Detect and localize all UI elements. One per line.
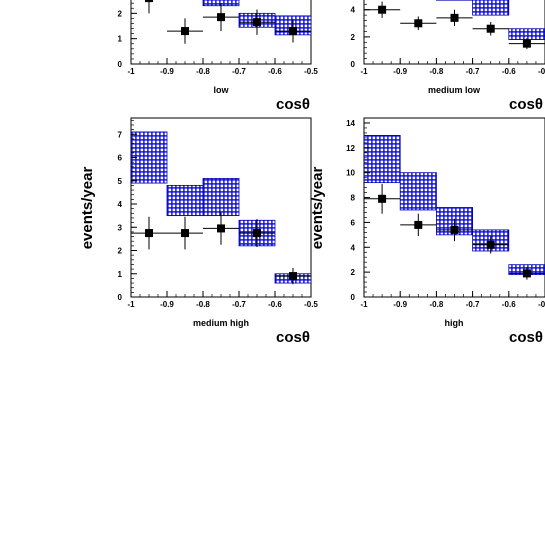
y-tick-label: 3 [118, 223, 123, 232]
y-tick-label: 0 [351, 60, 356, 69]
x-tick-label: -0.7 [466, 300, 480, 309]
x-tick-label: -1 [127, 300, 135, 309]
x-tick-label: -0.8 [430, 300, 444, 309]
panel-0: -1 -0.9 -0.8 -0.7 -0.6 -0.5 0 1 2 low cosθ [118, 0, 318, 113]
y-tick-label: 10 [346, 169, 355, 178]
x-tick-label: -0.5 [304, 300, 318, 309]
y-tick-label: 6 [118, 154, 123, 163]
y-tick-label: 8 [351, 194, 356, 203]
y-tick-label: 4 [351, 6, 356, 15]
prediction-band-4 [508, 28, 545, 40]
data-point-3 [486, 240, 495, 249]
prediction-band-1 [399, 172, 437, 211]
x-tick-label: -0.6 [268, 67, 282, 76]
x-tick-label: -0.7 [466, 67, 480, 76]
x-tick-label: -0.7 [232, 300, 246, 309]
data-point-2 [217, 13, 225, 22]
x-axis-label: cosθ [276, 329, 310, 346]
data-point-0 [145, 229, 153, 238]
y-tick-label: 2 [118, 9, 123, 18]
data-point-2 [450, 13, 459, 22]
prediction-band-2 [202, 178, 240, 217]
panel-subtitle: medium low [428, 85, 481, 95]
data-point-1 [181, 229, 189, 238]
y-axis-label: events/year [79, 167, 96, 250]
y-tick-label: 5 [118, 177, 123, 186]
x-axis-label: cosθ [276, 96, 310, 113]
panel-subtitle: medium high [193, 318, 249, 328]
panel-2: -1 -0.9 -0.8 -0.7 -0.6 -0.5 0 1 2 3 4 5 6 7 medium hig… [79, 117, 318, 346]
x-axis-label: cosθ [509, 96, 543, 113]
data-point-4 [522, 269, 531, 278]
x-tick-label: -0.5 [538, 300, 545, 309]
x-axis-label: cosθ [509, 329, 543, 346]
x-tick-label: -0.6 [502, 300, 516, 309]
data-point-3 [253, 229, 261, 238]
data-point-1 [414, 220, 423, 229]
x-tick-label: -0.9 [393, 300, 407, 309]
data-point-2 [450, 225, 459, 234]
prediction-band-3 [472, 0, 510, 16]
panel-subtitle: low [214, 85, 230, 95]
panel-3: -1 -0.9 -0.8 -0.7 -0.6 -0.5 0 2 4 6 8 10 12 14 high cos… [309, 117, 545, 346]
data-point-4 [289, 272, 297, 281]
x-tick-label: -0.5 [538, 67, 545, 76]
data-point-1 [181, 27, 189, 36]
data-point-2 [217, 224, 225, 233]
data-point-0 [378, 194, 387, 203]
panel-subtitle: high [445, 318, 464, 328]
y-tick-label: 2 [351, 33, 356, 42]
prediction-band-1 [166, 185, 204, 217]
y-tick-label: 2 [351, 268, 356, 277]
x-tick-label: -0.8 [430, 67, 444, 76]
y-tick-label: 0 [118, 293, 123, 302]
x-tick-label: -0.9 [393, 67, 407, 76]
data-point-3 [253, 18, 261, 27]
data-point-4 [522, 39, 531, 48]
y-tick-label: 6 [351, 218, 356, 227]
y-tick-label: 0 [351, 293, 356, 302]
data-point-4 [289, 27, 297, 36]
y-tick-label: 1 [118, 270, 123, 279]
x-tick-label: -0.9 [160, 67, 174, 76]
x-tick-label: -1 [360, 300, 368, 309]
y-tick-label: 14 [346, 119, 355, 128]
y-tick-label: 12 [346, 144, 355, 153]
data-point-1 [414, 19, 423, 28]
data-point-3 [486, 24, 495, 33]
y-axis-label: events/year [309, 167, 326, 250]
y-tick-label: 2 [118, 247, 123, 256]
x-tick-label: -0.7 [232, 67, 246, 76]
y-tick-label: 4 [351, 243, 356, 252]
x-tick-label: -0.6 [268, 300, 282, 309]
y-tick-label: 7 [118, 130, 123, 139]
x-tick-label: -0.9 [160, 300, 174, 309]
prediction-band-0 [364, 135, 401, 184]
data-point-0 [378, 5, 387, 14]
y-tick-label: 4 [118, 200, 123, 209]
x-tick-label: -1 [360, 67, 368, 76]
y-tick-label: 0 [118, 60, 123, 69]
y-tick-label: 1 [118, 35, 123, 44]
prediction-band-0 [131, 131, 168, 184]
panel-1: -1 -0.9 -0.8 -0.7 -0.6 -0.5 0 2 4 medium low cosθ [351, 0, 545, 113]
x-tick-label: -0.6 [502, 67, 516, 76]
x-tick-label: -0.8 [196, 67, 210, 76]
x-tick-label: -0.8 [196, 300, 210, 309]
x-tick-label: -0.5 [304, 67, 318, 76]
data-point-0 [145, 0, 153, 3]
x-tick-label: -1 [127, 67, 135, 76]
